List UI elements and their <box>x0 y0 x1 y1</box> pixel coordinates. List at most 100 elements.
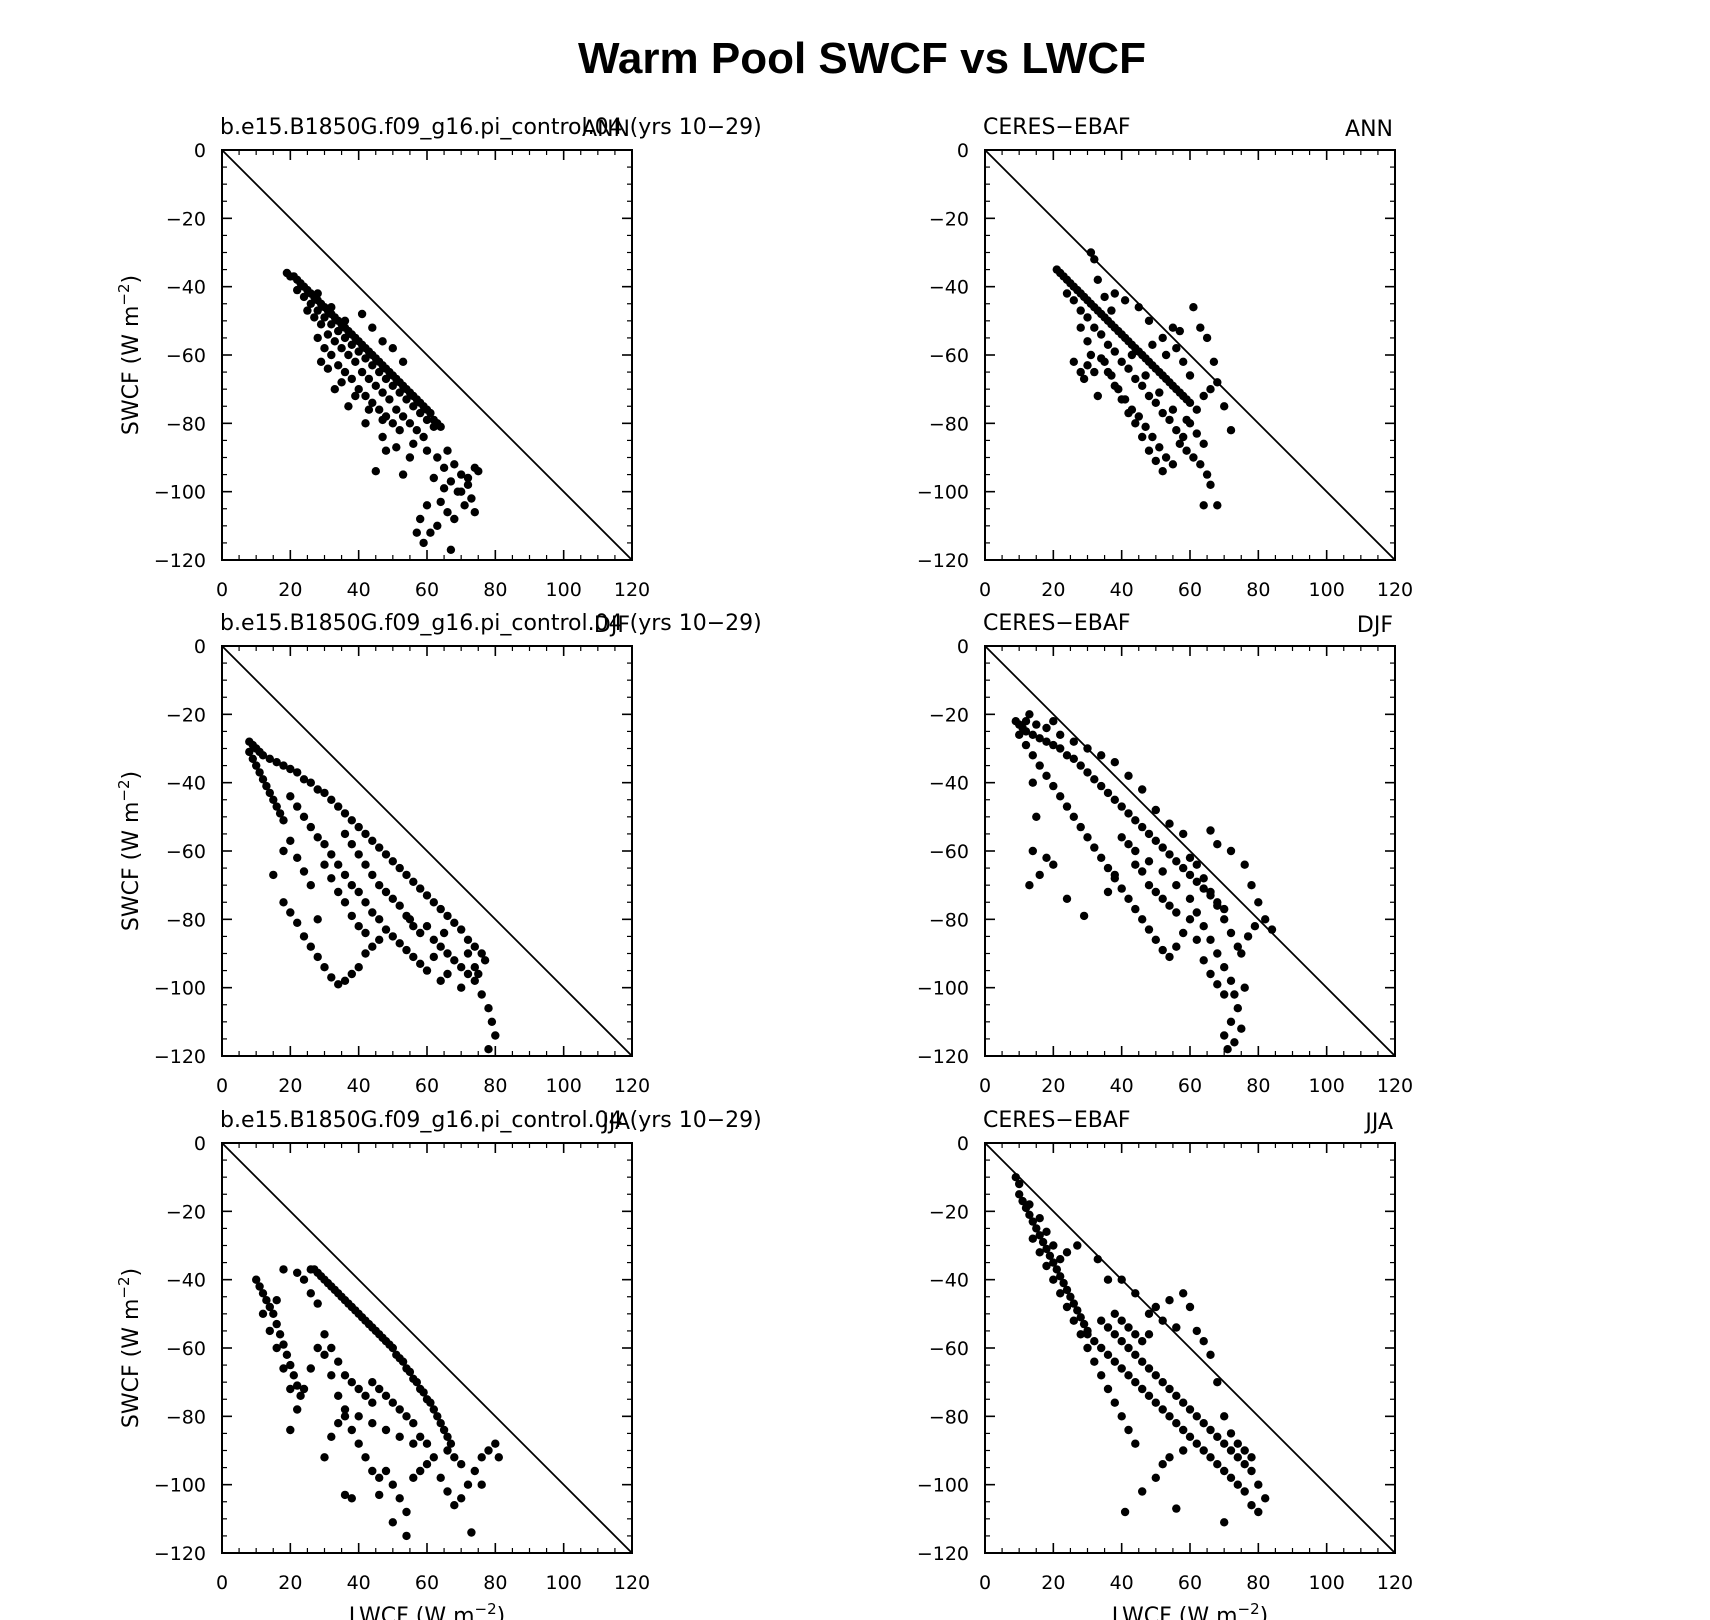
data-point <box>1028 846 1038 856</box>
data-point <box>299 932 309 941</box>
data-point <box>330 337 339 346</box>
data-point <box>491 1031 500 1040</box>
x-tick-label: 20 <box>278 579 302 601</box>
data-point <box>334 326 343 336</box>
data-point <box>1261 915 1270 924</box>
data-point <box>306 942 315 951</box>
data-point <box>354 385 363 394</box>
x-tick-label: 20 <box>278 1572 302 1594</box>
data-point <box>1103 1384 1113 1394</box>
data-point <box>368 1398 377 1407</box>
x-tick-label: 120 <box>1377 1075 1413 1097</box>
data-point <box>1158 1316 1167 1325</box>
data-point <box>1131 860 1140 869</box>
data-point <box>398 1357 408 1366</box>
data-point <box>299 775 309 784</box>
data-point <box>1213 378 1222 387</box>
data-point <box>1226 1017 1236 1026</box>
data-point <box>1179 1398 1188 1407</box>
data-point <box>1254 1507 1263 1517</box>
data-point <box>320 1453 329 1462</box>
data-point <box>1179 357 1188 366</box>
data-point <box>1220 1031 1229 1040</box>
y-tick-label: −20 <box>929 208 969 230</box>
data-point <box>1199 1419 1208 1428</box>
data-point <box>422 501 432 510</box>
data-point <box>1097 751 1106 760</box>
data-point <box>334 980 343 989</box>
data-point <box>357 309 367 319</box>
data-point <box>1192 1412 1202 1421</box>
x-tick-label: 60 <box>415 1075 439 1097</box>
data-point <box>1110 1330 1120 1339</box>
data-point <box>1220 963 1229 972</box>
data-point <box>1059 1278 1068 1288</box>
data-point <box>1240 983 1249 992</box>
data-point <box>1168 405 1178 414</box>
data-point <box>388 894 397 903</box>
data-point <box>347 374 356 384</box>
data-point <box>368 323 377 332</box>
data-point <box>1103 367 1113 377</box>
data-point <box>463 1480 473 1489</box>
y-tick-label: −100 <box>154 482 206 504</box>
data-point <box>443 911 452 921</box>
data-point <box>368 361 377 370</box>
data-point <box>1261 1494 1270 1503</box>
data-point <box>327 350 336 360</box>
data-point <box>1090 323 1099 332</box>
data-point <box>470 508 479 517</box>
data-point <box>368 836 377 845</box>
data-point <box>252 1275 261 1284</box>
data-point <box>1189 303 1198 312</box>
data-point <box>323 364 333 373</box>
y-axis-label-main: SWCF <box>119 364 144 435</box>
data-point <box>340 976 350 985</box>
data-point <box>1124 408 1133 418</box>
data-point <box>1226 426 1236 435</box>
data-point <box>1110 1309 1120 1319</box>
data-point <box>1172 1323 1181 1332</box>
data-point <box>1179 432 1188 442</box>
data-point <box>395 1494 404 1503</box>
y-tick-label: −60 <box>166 1338 206 1360</box>
data-point <box>416 884 425 893</box>
data-point <box>1120 296 1130 305</box>
data-point <box>1066 1292 1075 1302</box>
data-point <box>258 1289 268 1298</box>
data-point <box>388 381 397 390</box>
data-point <box>1083 313 1092 322</box>
data-point <box>1144 857 1154 866</box>
y-tick-label: −100 <box>917 482 969 504</box>
data-point <box>306 881 315 890</box>
data-point <box>419 1388 428 1397</box>
data-point <box>1209 357 1219 366</box>
data-point <box>460 501 469 510</box>
data-point <box>1165 901 1174 910</box>
data-point <box>395 388 404 397</box>
data-point <box>1110 870 1120 880</box>
data-point <box>1079 911 1089 921</box>
y-axis-label-close: ) <box>119 771 144 780</box>
data-point <box>375 1473 384 1483</box>
data-point <box>1199 501 1208 510</box>
data-point <box>347 881 356 890</box>
data-point <box>1117 1337 1126 1346</box>
data-point <box>1107 306 1116 315</box>
data-point <box>1158 408 1167 418</box>
data-point <box>320 1350 329 1360</box>
data-point <box>1202 333 1212 343</box>
data-point <box>245 747 254 757</box>
data-point <box>429 473 438 483</box>
data-point <box>351 391 360 401</box>
reference-line <box>221 645 633 1057</box>
data-point <box>1233 1453 1243 1462</box>
data-point <box>1172 881 1181 890</box>
data-point <box>1226 928 1236 938</box>
data-point <box>1127 350 1137 360</box>
y-axis-label-exp: −2 <box>115 779 133 801</box>
panel-left-title: b.e15.B1850G.f09_g16.pi_control.04 (yrs … <box>220 115 762 140</box>
data-point <box>1233 1480 1243 1489</box>
data-point <box>1144 316 1154 325</box>
data-point <box>1267 925 1277 934</box>
